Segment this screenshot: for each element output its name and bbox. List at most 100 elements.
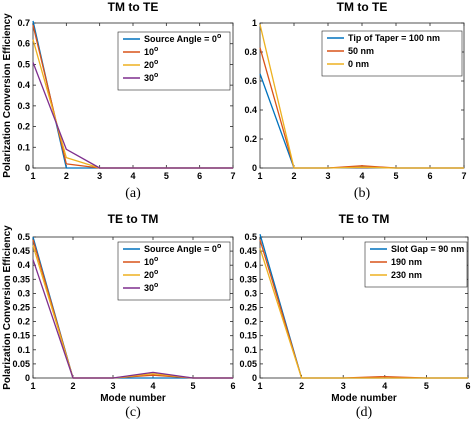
panel-caption: (d) <box>356 405 373 420</box>
y-tick-label: 0.35 <box>239 274 257 284</box>
legend-entry: Source Angle = 0o <box>144 243 221 254</box>
y-tick-label: 0 <box>252 163 257 173</box>
x-tick-label: 4 <box>130 171 135 181</box>
chart-panel-d: TE to TM 1 2 3 4 5 6 0 0.05 0.1 0.15 0.2 0.25 0.3 0.35… <box>239 212 470 420</box>
y-tick-label: 0.1 <box>17 142 30 152</box>
x-tick-label: 2 <box>299 381 304 391</box>
y-axis-label: Polarization Conversion Efficiency <box>2 13 13 178</box>
legend-entry: 190 nm <box>391 257 422 267</box>
y-tick-label: 0.5 <box>244 232 257 242</box>
y-tick-label: 0.4 <box>244 260 257 270</box>
x-tick-label: 6 <box>230 381 235 391</box>
x-tick-label: 7 <box>461 171 466 181</box>
chart-title: TE to TM <box>108 212 159 226</box>
y-tick-label: 0.05 <box>12 359 30 369</box>
x-tick-label: 3 <box>341 381 346 391</box>
y-axis-label: Polarization Conversion Efficiency <box>2 225 13 390</box>
legend-entry-text: 190 nm <box>391 257 422 267</box>
legend-entry-text: Slot Gap = 90 nm <box>391 244 464 254</box>
y-tick-label: 0.15 <box>12 331 30 341</box>
legend-entry-superscript: o <box>154 46 158 53</box>
y-tick-label: 0.2 <box>17 317 30 327</box>
y-tick-label: 0.6 <box>244 76 257 86</box>
series-line-3 <box>32 259 233 379</box>
y-tick-label: 0 <box>252 373 257 383</box>
chart-title: TE to TM <box>339 212 390 226</box>
y-tick-label: 0.45 <box>12 246 30 256</box>
legend-entry-text: 230 nm <box>391 270 422 280</box>
legend-entry: 0 nm <box>348 59 369 69</box>
legend-entry-superscript: o <box>154 256 158 263</box>
x-tick-label: 2 <box>291 171 296 181</box>
legend-entry: 10o <box>144 46 158 57</box>
legend-entry: 10o <box>144 256 158 267</box>
legend-entry: Tip of Taper = 100 nm <box>348 33 440 43</box>
legend-entry-text: 20 <box>144 60 154 70</box>
legend: Slot Gap = 90 nm 190 nm 230 nm <box>364 241 468 288</box>
y-tick-label: 0.2 <box>17 122 30 132</box>
x-tick-label: 1 <box>257 381 262 391</box>
x-tick-label: 1 <box>30 381 35 391</box>
x-axis-label: Mode number <box>331 393 397 404</box>
panel-caption: (c) <box>125 405 141 420</box>
chart-panel-a: TM to TE 1 2 3 4 5 6 7 0 0.1 0.2 0.3 0.4 0.5 0.6 0.7 Pol… <box>2 0 236 201</box>
legend-entry-text: 50 nm <box>348 46 374 56</box>
x-tick-label: 3 <box>97 171 102 181</box>
legend-entry-superscript: o <box>154 59 158 66</box>
legend-entry-text: Source Angle = 0 <box>144 244 217 254</box>
chart-title: TM to TE <box>108 0 159 14</box>
legend-entry-superscript: o <box>154 282 158 289</box>
y-tick-label: 0.3 <box>17 288 30 298</box>
legend-entry-text: Source Angle = 0 <box>144 34 217 44</box>
x-tick-label: 3 <box>325 171 330 181</box>
panel-caption: (b) <box>354 186 371 201</box>
x-tick-label: 5 <box>190 381 195 391</box>
chart-panel-c: TE to TM 1 2 3 4 5 6 0 0.05 0.1 0.15 0.2 0.25 0.3 0.35… <box>2 212 236 420</box>
legend-entry-text: 30 <box>144 283 154 293</box>
legend-entry: 30o <box>144 72 158 83</box>
legend-box <box>117 241 231 301</box>
y-tick-label: 0.35 <box>12 274 30 284</box>
series-line-2 <box>259 24 464 169</box>
legend-entry-text: 10 <box>144 257 154 267</box>
x-tick-label: 1 <box>30 171 35 181</box>
y-tick-label: 0.45 <box>239 246 257 256</box>
chart-panel-b: TM to TE 1 2 3 4 5 6 7 0 0.2 0.4 0.6 0.8 1 Tip of Tape… <box>244 0 466 201</box>
legend-box <box>321 30 463 77</box>
legend-entry-superscript: o <box>154 72 158 79</box>
legend-entry-text: 10 <box>144 47 154 57</box>
y-tick-label: 1 <box>252 18 257 28</box>
y-tick-label: 0.3 <box>244 288 257 298</box>
y-tick-label: 0.4 <box>17 80 30 90</box>
x-tick-label: 6 <box>465 381 470 391</box>
x-tick-label: 1 <box>257 171 262 181</box>
x-tick-label: 5 <box>424 381 429 391</box>
legend: Tip of Taper = 100 nm 50 nm 0 nm <box>321 30 463 77</box>
x-tick-label: 4 <box>382 381 387 391</box>
legend-entry: 30o <box>144 282 158 293</box>
y-tick-label: 0.6 <box>17 39 30 49</box>
y-tick-label: 0.5 <box>17 232 30 242</box>
y-tick-label: 0.15 <box>239 331 257 341</box>
y-tick-label: 0.05 <box>239 359 257 369</box>
x-axis-label: Mode number <box>100 393 166 404</box>
legend-entry-superscript: o <box>217 33 221 40</box>
y-tick-label: 0.5 <box>17 59 30 69</box>
y-tick-label: 0.7 <box>17 18 30 28</box>
y-tick-label: 0 <box>25 163 30 173</box>
x-tick-label: 4 <box>150 381 155 391</box>
y-tick-label: 0.4 <box>244 105 257 115</box>
series-line-3 <box>32 62 233 169</box>
legend-entry: 20o <box>144 269 158 280</box>
legend-entry: Slot Gap = 90 nm <box>391 244 464 254</box>
legend-entry-superscript: o <box>154 269 158 276</box>
x-tick-label: 5 <box>393 171 398 181</box>
x-tick-label: 4 <box>359 171 364 181</box>
y-tick-label: 0.1 <box>244 345 257 355</box>
x-tick-label: 6 <box>197 171 202 181</box>
x-tick-label: 6 <box>427 171 432 181</box>
y-tick-label: 0.3 <box>17 101 30 111</box>
series-line-2 <box>259 248 468 379</box>
